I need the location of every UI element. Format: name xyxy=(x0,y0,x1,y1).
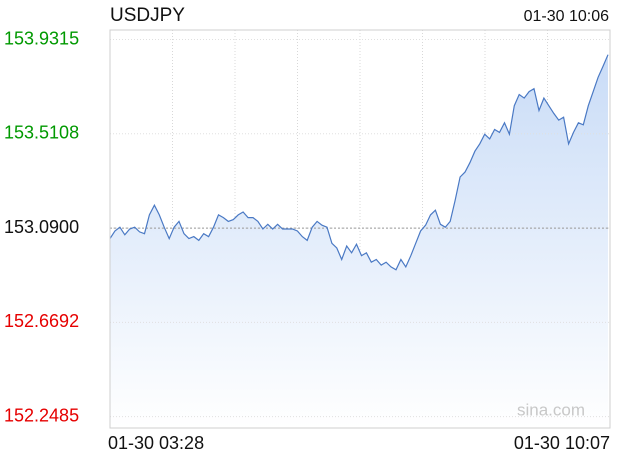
y-tick-label: 153.0900 xyxy=(4,217,79,237)
plot-frame xyxy=(109,29,611,429)
area-fill xyxy=(110,54,608,428)
chart-title: USDJPY xyxy=(110,5,185,26)
price-line xyxy=(109,54,609,271)
y-tick-label: 152.2485 xyxy=(4,405,79,425)
y-tick-label: 153.5108 xyxy=(4,123,79,143)
x-tick-label: 01-30 03:28 xyxy=(108,433,204,453)
watermark: sina.com xyxy=(517,400,585,419)
y-tick-label: 152.6692 xyxy=(4,311,79,331)
timestamp: 01-30 10:06 xyxy=(524,8,610,25)
y-tick-label: 153.9315 xyxy=(4,28,79,48)
x-tick-label: 01-30 10:07 xyxy=(514,433,610,453)
